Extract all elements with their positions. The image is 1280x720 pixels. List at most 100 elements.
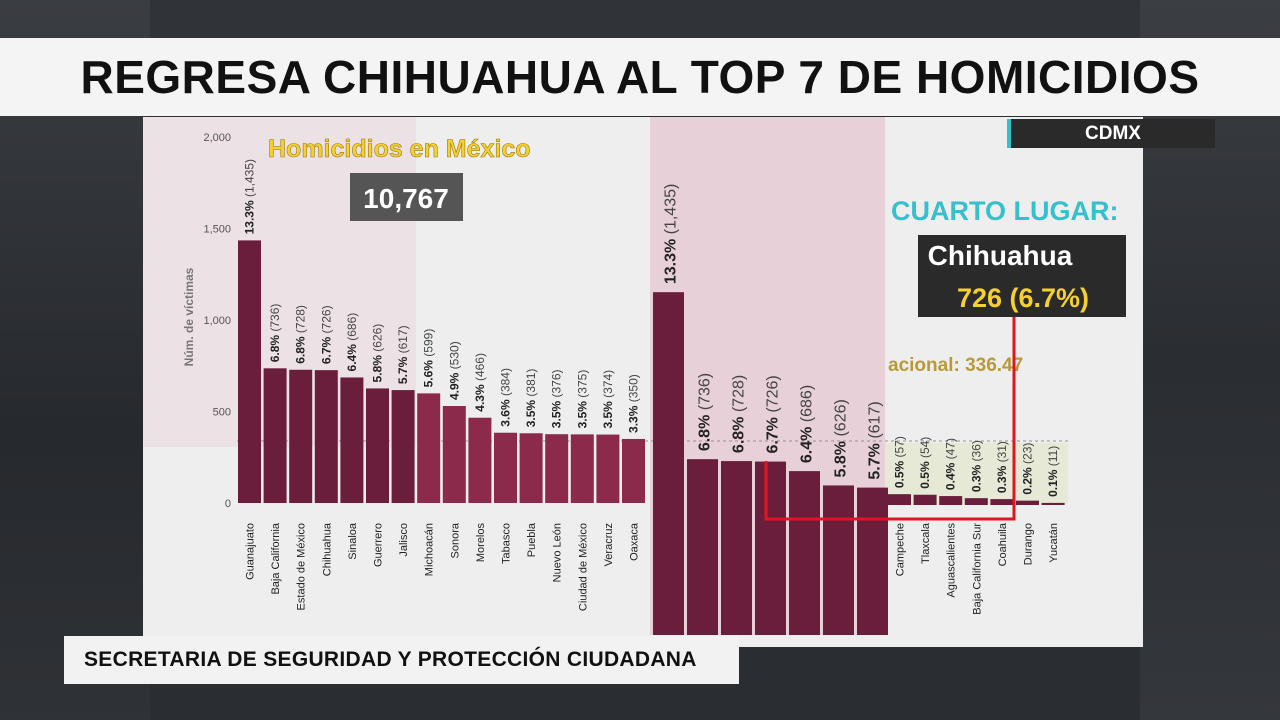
data-label: 5.7% (617) (396, 325, 410, 384)
small-pct-label: 0.5% (918, 458, 932, 489)
zoom-pct-label: 5.8% (833, 437, 850, 478)
bar-tabasco (494, 432, 517, 503)
zoom-bar (687, 459, 718, 635)
source-banner: SECRETARIA DE SEGURIDAD Y PROTECCIÓN CIU… (64, 636, 739, 684)
count-label: (617) (396, 325, 410, 353)
data-label: 6.8% (736) (268, 304, 282, 363)
bar-ciudad-de-m-xico (570, 434, 594, 503)
x-tick-label: Veracruz (603, 523, 615, 566)
count-label: (466) (473, 353, 487, 381)
pct-label: 5.7% (396, 353, 410, 384)
y-axis-label: Núm. de víctimas (182, 267, 196, 366)
pct-label: 4.3% (473, 381, 487, 412)
zoom-data-label: 6.8% (728) (731, 375, 748, 453)
pct-label: 6.8% (294, 333, 308, 364)
small-x-tick-label: Campeche (895, 523, 907, 576)
y-tick-label: 1,500 (203, 224, 231, 236)
bar-guanajuato (238, 240, 261, 503)
small-data-label: 0.3% (31) (995, 441, 1009, 493)
zoom-count-label: (686) (799, 385, 816, 422)
zoom-data-label: 13.3% (1,435) (663, 184, 680, 285)
small-data-label: 0.1% (11) (1046, 446, 1060, 497)
x-tick-label: Puebla (526, 522, 538, 557)
count-label: (686) (345, 313, 359, 341)
count-label: (530) (447, 341, 461, 369)
x-tick-label: Oaxaca (629, 522, 641, 561)
zoom-count-label: (728) (731, 375, 748, 412)
data-label: 3.5% (381) (524, 369, 538, 428)
zoom-pct-label: 6.4% (799, 422, 816, 463)
small-pct-label: 0.4% (944, 459, 958, 490)
bar-sinaloa (340, 377, 364, 503)
small-data-label: 0.5% (57) (893, 436, 907, 488)
zoom-pct-label: 6.7% (765, 413, 782, 454)
data-label: 3.3% (350) (627, 374, 641, 433)
total-value: 10,767 (363, 183, 449, 214)
data-label: 5.8% (626) (371, 324, 385, 383)
zoom-data-label: 5.8% (626) (833, 399, 850, 477)
pct-label: 3.5% (601, 398, 615, 429)
zoom-pct-label: 5.7% (867, 439, 884, 480)
data-label: 5.6% (599) (422, 329, 436, 388)
callout-value: 726 (6.7%) (957, 283, 1089, 313)
bar-morelos (468, 417, 492, 503)
background-top (0, 0, 1280, 40)
small-count-label: (54) (918, 437, 932, 458)
callout-box (918, 235, 1126, 317)
source-text: SECRETARIA DE SEGURIDAD Y PROTECCIÓN CIU… (84, 648, 697, 671)
count-label: (350) (627, 374, 641, 402)
small-data-label: 0.2% (23) (1021, 443, 1035, 495)
bar-michoac-n (417, 393, 441, 503)
pct-label: 5.8% (371, 352, 385, 383)
count-label: (726) (319, 305, 333, 333)
small-bar (964, 498, 988, 505)
small-pct-label: 0.5% (893, 457, 907, 488)
small-count-label: (31) (995, 441, 1009, 462)
national-average-partial: acional: 336.47 (888, 355, 1023, 376)
small-count-label: (11) (1046, 446, 1060, 466)
callout-connector (764, 317, 1016, 521)
bar-guerrero (366, 388, 389, 503)
data-label: 3.5% (376) (550, 369, 564, 428)
small-pct-label: 0.2% (1021, 464, 1035, 495)
small-bar (939, 496, 963, 505)
count-label: (736) (268, 304, 282, 332)
x-tick-label: Estado de México (296, 523, 308, 610)
pct-label: 13.3% (243, 197, 257, 234)
pct-label: 4.9% (447, 369, 461, 400)
bar-estado-de-m-xico (289, 369, 313, 503)
count-label: (1,435) (243, 159, 257, 197)
count-label: (375) (575, 370, 589, 398)
pct-label: 5.6% (422, 357, 436, 388)
small-x-tick-label: Coahuila (997, 522, 1009, 566)
small-count-label: (47) (944, 438, 958, 459)
background-left (0, 0, 150, 720)
zoom-bar (721, 461, 752, 635)
x-tick-label: Guanajuato (245, 523, 257, 580)
small-bar (1041, 502, 1065, 505)
small-bar (888, 494, 911, 505)
zoom-count-label: (617) (867, 401, 884, 438)
pct-label: 3.3% (627, 402, 641, 433)
count-label: (626) (371, 324, 385, 352)
x-tick-label: Tabasco (501, 523, 513, 564)
zoom-pct-label: 6.8% (697, 410, 714, 451)
x-tick-label: Sinaloa (347, 522, 359, 560)
zoom-pct-label: 6.8% (731, 412, 748, 453)
small-count-label: (36) (969, 440, 983, 461)
zoom-bar (823, 485, 854, 635)
zoom-count-label: (736) (697, 373, 714, 410)
pct-label: 6.7% (319, 333, 333, 364)
x-tick-label: Jalisco (398, 523, 410, 557)
homicides-chart: 0 500 1,000 1,500 2,000 Núm. de víctimas 13.3%… (143, 117, 1143, 647)
pct-label: 3.5% (550, 398, 564, 429)
small-bar (913, 494, 937, 505)
total-box (350, 173, 463, 221)
count-label: (381) (524, 369, 538, 397)
data-label: 13.3% (1,435) (243, 159, 257, 234)
bar-chihuahua (314, 370, 338, 503)
headline-text: REGRESA CHIHUAHUA AL TOP 7 DE HOMICIDIOS (80, 51, 1200, 103)
zoom-bar (653, 292, 684, 635)
data-label: 3.6% (384) (499, 368, 513, 427)
small-values-band (885, 443, 1068, 504)
